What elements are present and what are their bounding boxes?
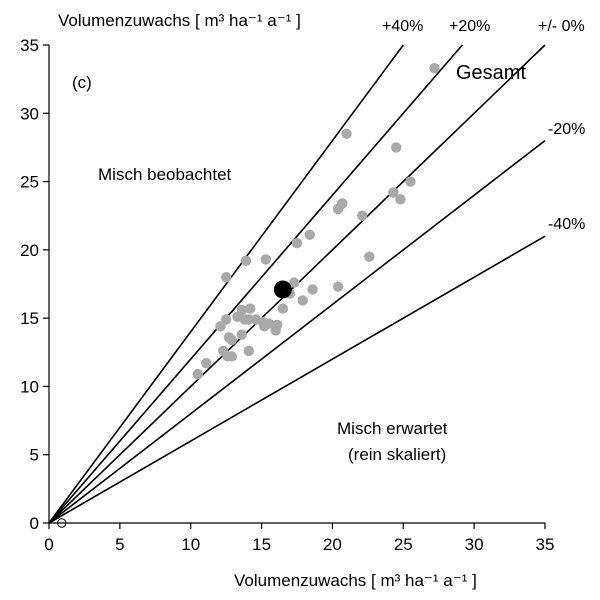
data-point [271, 319, 283, 331]
gesamt-label: Gesamt [456, 62, 526, 84]
x-tick-label: 25 [394, 535, 413, 554]
x-tick-label: 10 [181, 535, 200, 554]
ref-label-minus40: -40% [548, 216, 585, 233]
data-point [297, 295, 308, 306]
y-tick-label: 10 [20, 377, 39, 396]
data-point [201, 358, 212, 369]
reference-line-1 [48, 44, 463, 524]
data-point [220, 314, 232, 325]
y-tick-label: 35 [20, 36, 39, 55]
axes: 0 5 10 15 20 25 30 35 0 5 10 15 20 25 30 35 [20, 36, 554, 554]
data-point [226, 351, 238, 362]
data-point [332, 281, 344, 292]
data-point [288, 277, 300, 288]
y-tick-label: 5 [30, 446, 39, 465]
ref-label-plus20: +20% [449, 18, 490, 35]
bottom-axis-title: Volumenzuwachs [ m³ ha⁻¹ a⁻¹ ] [234, 571, 477, 590]
data-point [304, 229, 315, 241]
annotation-observed: Misch beobachtet [98, 165, 232, 184]
data-points [57, 63, 440, 528]
annotation-expected: Misch erwartet [337, 419, 448, 438]
x-tick-label: 0 [44, 535, 53, 554]
data-point [341, 128, 352, 139]
data-point [245, 303, 256, 314]
data-point [395, 194, 406, 205]
data-point [220, 271, 232, 283]
x-tick-label: 35 [536, 535, 555, 554]
x-tick-label: 20 [323, 535, 342, 554]
data-point [388, 187, 399, 198]
data-point [337, 198, 348, 209]
data-point [263, 318, 274, 329]
y-tick-label: 30 [20, 104, 39, 123]
x-tick-label: 5 [115, 535, 124, 554]
ref-label-zero: +/- 0% [538, 18, 585, 35]
ref-label-minus20: -20% [548, 121, 585, 138]
data-point [391, 142, 402, 153]
annotation-expected-sub: (rein skaliert) [348, 445, 446, 464]
data-point [356, 210, 368, 221]
x-tick-label: 15 [252, 535, 271, 554]
data-point [291, 237, 303, 249]
reference-line-4 [48, 235, 546, 524]
data-point [226, 334, 238, 346]
data-point [240, 255, 252, 266]
data-point [236, 329, 247, 340]
data-point [307, 284, 318, 295]
highlight-point-mean [273, 280, 292, 299]
data-point [364, 251, 375, 262]
data-point [277, 303, 289, 314]
y-tick-label: 20 [20, 241, 39, 260]
data-point [405, 176, 416, 187]
panel-label: (c) [72, 73, 92, 92]
y-tick-label: 15 [20, 309, 39, 328]
x-tick-label: 30 [465, 535, 484, 554]
data-point [236, 304, 247, 316]
reference-line-0 [48, 44, 404, 524]
data-point [260, 254, 272, 265]
reference-line-3 [48, 139, 546, 524]
y-tick-label: 0 [30, 514, 39, 533]
y-tick-label: 25 [20, 173, 39, 192]
data-point [192, 368, 203, 380]
data-point [429, 63, 440, 74]
ref-label-plus40: +40% [382, 18, 423, 35]
data-point [215, 321, 226, 332]
top-axis-title: Volumenzuwachs [ m³ ha⁻¹ a⁻¹ ] [58, 11, 301, 30]
data-point [243, 345, 255, 357]
